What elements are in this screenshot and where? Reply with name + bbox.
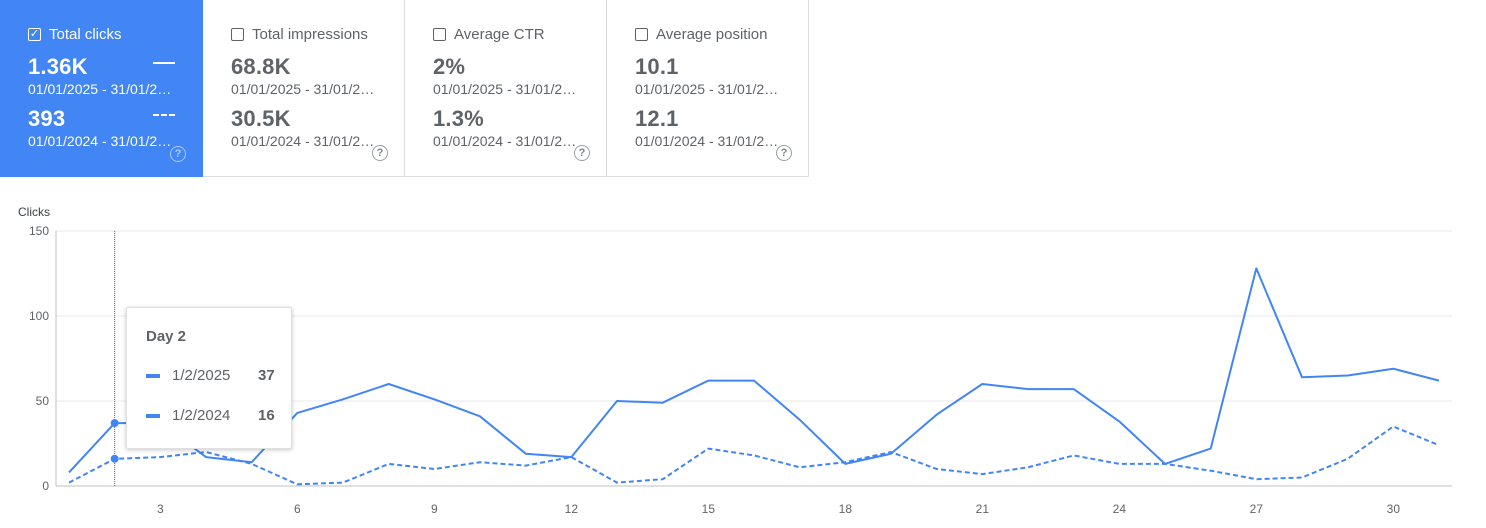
y-axis-label: Clicks bbox=[18, 205, 50, 219]
x-tick-label: 24 bbox=[1113, 502, 1127, 516]
metric-range-current: 01/01/2025 - 31/01/2025 bbox=[28, 81, 178, 97]
tooltip-value: 37 bbox=[258, 367, 275, 384]
tooltip-row-previous: 1/2/2024 16 bbox=[146, 407, 276, 424]
metric-card-average-ctr[interactable]: Average CTR 2% 01/01/2025 - 31/01/2025 1… bbox=[405, 0, 607, 177]
metric-card-average-position[interactable]: Average position 10.1 01/01/2025 - 31/01… bbox=[607, 0, 809, 177]
tooltip-row-current: 1/2/2025 37 bbox=[146, 367, 276, 384]
solid-line-legend-icon bbox=[153, 62, 175, 64]
x-tick-label: 3 bbox=[157, 502, 164, 516]
series-line-previous[interactable] bbox=[68, 425, 1440, 486]
metric-range-previous: 01/01/2024 - 31/01/2024 bbox=[231, 133, 381, 149]
x-tick-label: 30 bbox=[1387, 502, 1401, 516]
question-circle-icon[interactable]: ? bbox=[372, 145, 388, 161]
tooltip-date: 1/2/2024 bbox=[172, 407, 231, 424]
checkbox-unchecked-icon[interactable] bbox=[433, 28, 446, 41]
metric-range-previous: 01/01/2024 - 31/01/2024 bbox=[635, 133, 785, 149]
metric-value-previous: 1.3% bbox=[433, 106, 484, 131]
x-tick-label: 9 bbox=[431, 502, 438, 516]
metric-range-previous: 01/01/2024 - 31/01/2024 bbox=[433, 133, 583, 149]
x-tick-label: 12 bbox=[565, 502, 579, 516]
x-tick-label: 27 bbox=[1250, 502, 1264, 516]
y-tick-label: 150 bbox=[29, 224, 49, 238]
y-tick-label: 100 bbox=[29, 309, 49, 323]
metric-range-previous: 01/01/2024 - 31/01/2024 bbox=[28, 133, 178, 149]
series-line-current[interactable] bbox=[68, 267, 1440, 474]
metric-cards: ✓ Total clicks 1.36K 01/01/2025 - 31/01/… bbox=[0, 0, 809, 177]
metric-value-previous: 393 bbox=[28, 106, 66, 131]
tooltip-value: 16 bbox=[258, 407, 275, 424]
dashed-line-swatch-icon bbox=[146, 413, 160, 418]
tooltip-date: 1/2/2025 bbox=[172, 367, 231, 384]
metric-card-header: ✓ Total clicks bbox=[28, 26, 122, 43]
question-circle-icon[interactable]: ? bbox=[574, 145, 590, 161]
y-tick-label: 0 bbox=[42, 479, 49, 493]
tooltip-title: Day 2 bbox=[146, 328, 187, 345]
metric-card-header: Average CTR bbox=[433, 26, 545, 43]
metric-label: Average position bbox=[656, 26, 768, 43]
question-circle-icon[interactable]: ? bbox=[776, 145, 792, 161]
metric-value-current: 1.36K bbox=[28, 54, 88, 79]
x-tick-label: 6 bbox=[294, 502, 301, 516]
metric-range-current: 01/01/2025 - 31/01/2025 bbox=[635, 81, 785, 97]
clicks-line-chart[interactable]: Clicks 0 50 100 150 3 6 9 12 15 18 21 24 27 30 bbox=[0, 195, 1486, 528]
metric-value-previous: 30.5K bbox=[231, 106, 291, 131]
metric-label: Total clicks bbox=[49, 26, 122, 43]
solid-line-swatch-icon bbox=[146, 373, 160, 378]
metric-card-total-clicks[interactable]: ✓ Total clicks 1.36K 01/01/2025 - 31/01/… bbox=[0, 0, 203, 177]
hover-point bbox=[110, 419, 119, 428]
checkbox-checked-icon[interactable]: ✓ bbox=[28, 28, 41, 41]
metric-card-header: Average position bbox=[635, 26, 767, 43]
x-tick-label: 15 bbox=[702, 502, 716, 516]
metric-value-current: 2% bbox=[433, 54, 466, 79]
metric-range-current: 01/01/2025 - 31/01/2025 bbox=[231, 81, 381, 97]
hover-point bbox=[110, 454, 119, 463]
metric-label: Average CTR bbox=[454, 26, 545, 43]
metric-range-current: 01/01/2025 - 31/01/2025 bbox=[433, 81, 583, 97]
checkbox-unchecked-icon[interactable] bbox=[231, 28, 244, 41]
metric-label: Total impressions bbox=[252, 26, 368, 43]
question-circle-icon[interactable]: ? bbox=[170, 146, 186, 162]
metric-value-current: 68.8K bbox=[231, 54, 291, 79]
x-tick-label: 18 bbox=[839, 502, 853, 516]
dashed-line-legend-icon bbox=[153, 114, 175, 116]
metric-card-header: Total impressions bbox=[231, 26, 368, 43]
x-tick-label: 21 bbox=[976, 502, 990, 516]
metric-card-total-impressions[interactable]: Total impressions 68.8K 01/01/2025 - 31/… bbox=[203, 0, 405, 177]
metric-value-previous: 12.1 bbox=[635, 106, 679, 131]
metric-value-current: 10.1 bbox=[635, 54, 679, 79]
checkbox-unchecked-icon[interactable] bbox=[635, 28, 648, 41]
y-tick-label: 50 bbox=[36, 394, 50, 408]
chart-tooltip: Day 2 1/2/2025 37 1/2/2024 16 bbox=[126, 307, 292, 449]
